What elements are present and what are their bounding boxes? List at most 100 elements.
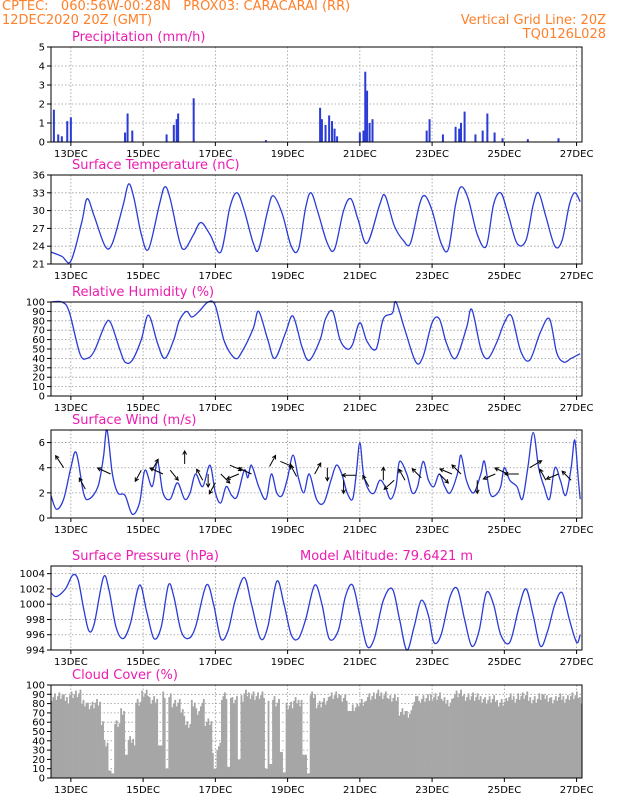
cloud-bar [147, 696, 150, 778]
cloud-bar [551, 703, 554, 778]
cloud-bar [279, 751, 282, 778]
cloud-bar [73, 694, 76, 778]
cloud-bar [509, 693, 512, 778]
y-tick-label: 80 [32, 316, 45, 327]
cloud-bar [529, 697, 532, 778]
cloud-bar [165, 768, 168, 778]
cloud-bar [508, 697, 511, 778]
cloud-bar [61, 695, 64, 778]
cloud-bar [123, 711, 126, 778]
cloud-bar [208, 724, 211, 778]
panel-frame [50, 174, 583, 265]
wind-arrow [151, 458, 159, 471]
x-tick-label: 25DEC [487, 149, 521, 160]
cloud-bar [436, 699, 438, 778]
cloud-bar [500, 698, 503, 778]
cloud-bar [135, 702, 138, 778]
cloud-bar [406, 711, 408, 778]
cloud-bar [189, 724, 192, 778]
cloud-bar [138, 705, 141, 778]
cloud-bar [201, 702, 204, 778]
y-tick-label: 70 [32, 326, 45, 337]
cloud-bar [234, 699, 237, 778]
cloud-bar [475, 697, 478, 778]
x-tick-label: 23DEC [415, 149, 449, 160]
cloud-bar [559, 693, 562, 778]
cloud-bar [399, 711, 402, 778]
y-tick-label: 100 [26, 298, 45, 309]
wind-arrow [169, 469, 179, 481]
cloud-bar [545, 695, 548, 778]
cloud-bar [81, 703, 83, 778]
cloud-bar [159, 745, 162, 778]
panel-title: Surface Temperature (nC) [72, 158, 240, 173]
cloud-bar [458, 693, 461, 778]
cloud-bar [491, 698, 494, 778]
cloud-bar [183, 715, 186, 778]
precip-bar [192, 98, 195, 142]
cloud-bar [54, 693, 56, 778]
cloud-bar [285, 702, 288, 778]
wind-arrow [290, 465, 298, 477]
cloud-bar [542, 694, 545, 778]
cloud-bar [443, 697, 446, 778]
cloud-bar [144, 693, 147, 778]
header-product-id: TQ0126L028 [522, 27, 606, 42]
cloud-bar [99, 701, 101, 778]
cloud-bar [502, 705, 505, 778]
cloud-bar [66, 697, 68, 778]
cloud-bar [362, 705, 365, 778]
wind-arrow-head [444, 479, 450, 484]
cloud-bar [395, 700, 398, 778]
precip-bar [57, 134, 60, 142]
cloud-bar [535, 702, 538, 778]
panel-title: Surface Pressure (hPa) [72, 549, 219, 564]
cloud-bar [374, 698, 377, 778]
cloud-bar [578, 697, 581, 778]
cloud-bar [52, 697, 55, 778]
cloud-bar [520, 696, 523, 778]
y-tick-label: 70 [32, 708, 45, 719]
x-tick-label: 21DEC [343, 657, 377, 668]
x-tick-label: 19DEC [271, 785, 305, 796]
cloud-bar [511, 699, 514, 778]
cloud-bar [270, 764, 273, 778]
cloud-bar [506, 700, 509, 778]
cloud-bar [243, 693, 246, 778]
cloud-bar [396, 697, 399, 778]
wind-arrow-head [380, 466, 386, 472]
series-line [50, 573, 581, 651]
wind-arrow-head [154, 458, 159, 464]
cloud-bar [377, 689, 380, 778]
cloud-bar [124, 754, 127, 778]
cloud-bar [360, 698, 363, 778]
cloud-bar [514, 702, 517, 778]
cloud-bar [357, 706, 360, 778]
y-tick-label: 1004 [20, 569, 45, 580]
wind-arrow-head [208, 489, 213, 495]
precip-bar [177, 113, 180, 142]
wind-arrow [55, 455, 65, 468]
x-tick-label: 23DEC [415, 403, 449, 414]
cloud-bar [202, 698, 205, 778]
cloud-bar [226, 766, 229, 778]
cloud-bar [350, 711, 353, 778]
wind-arrow-head [383, 485, 389, 490]
cloud-bar [554, 696, 557, 778]
cloud-bar [338, 694, 341, 778]
cloud-bar [88, 709, 91, 778]
cloud-bar [281, 751, 283, 778]
cloud-bar [345, 700, 348, 778]
precip-bar [124, 132, 127, 142]
wind-arrow [439, 468, 453, 475]
cloud-bar [199, 706, 202, 778]
wind-arrow-head [149, 467, 155, 472]
cloud-bar [115, 720, 118, 778]
cloud-bar [437, 696, 440, 778]
cloud-bar [571, 692, 574, 778]
cloud-bar [246, 696, 249, 778]
cloud-bar [512, 696, 515, 778]
cloud-bar [439, 692, 441, 778]
cloud-bar [102, 721, 104, 778]
